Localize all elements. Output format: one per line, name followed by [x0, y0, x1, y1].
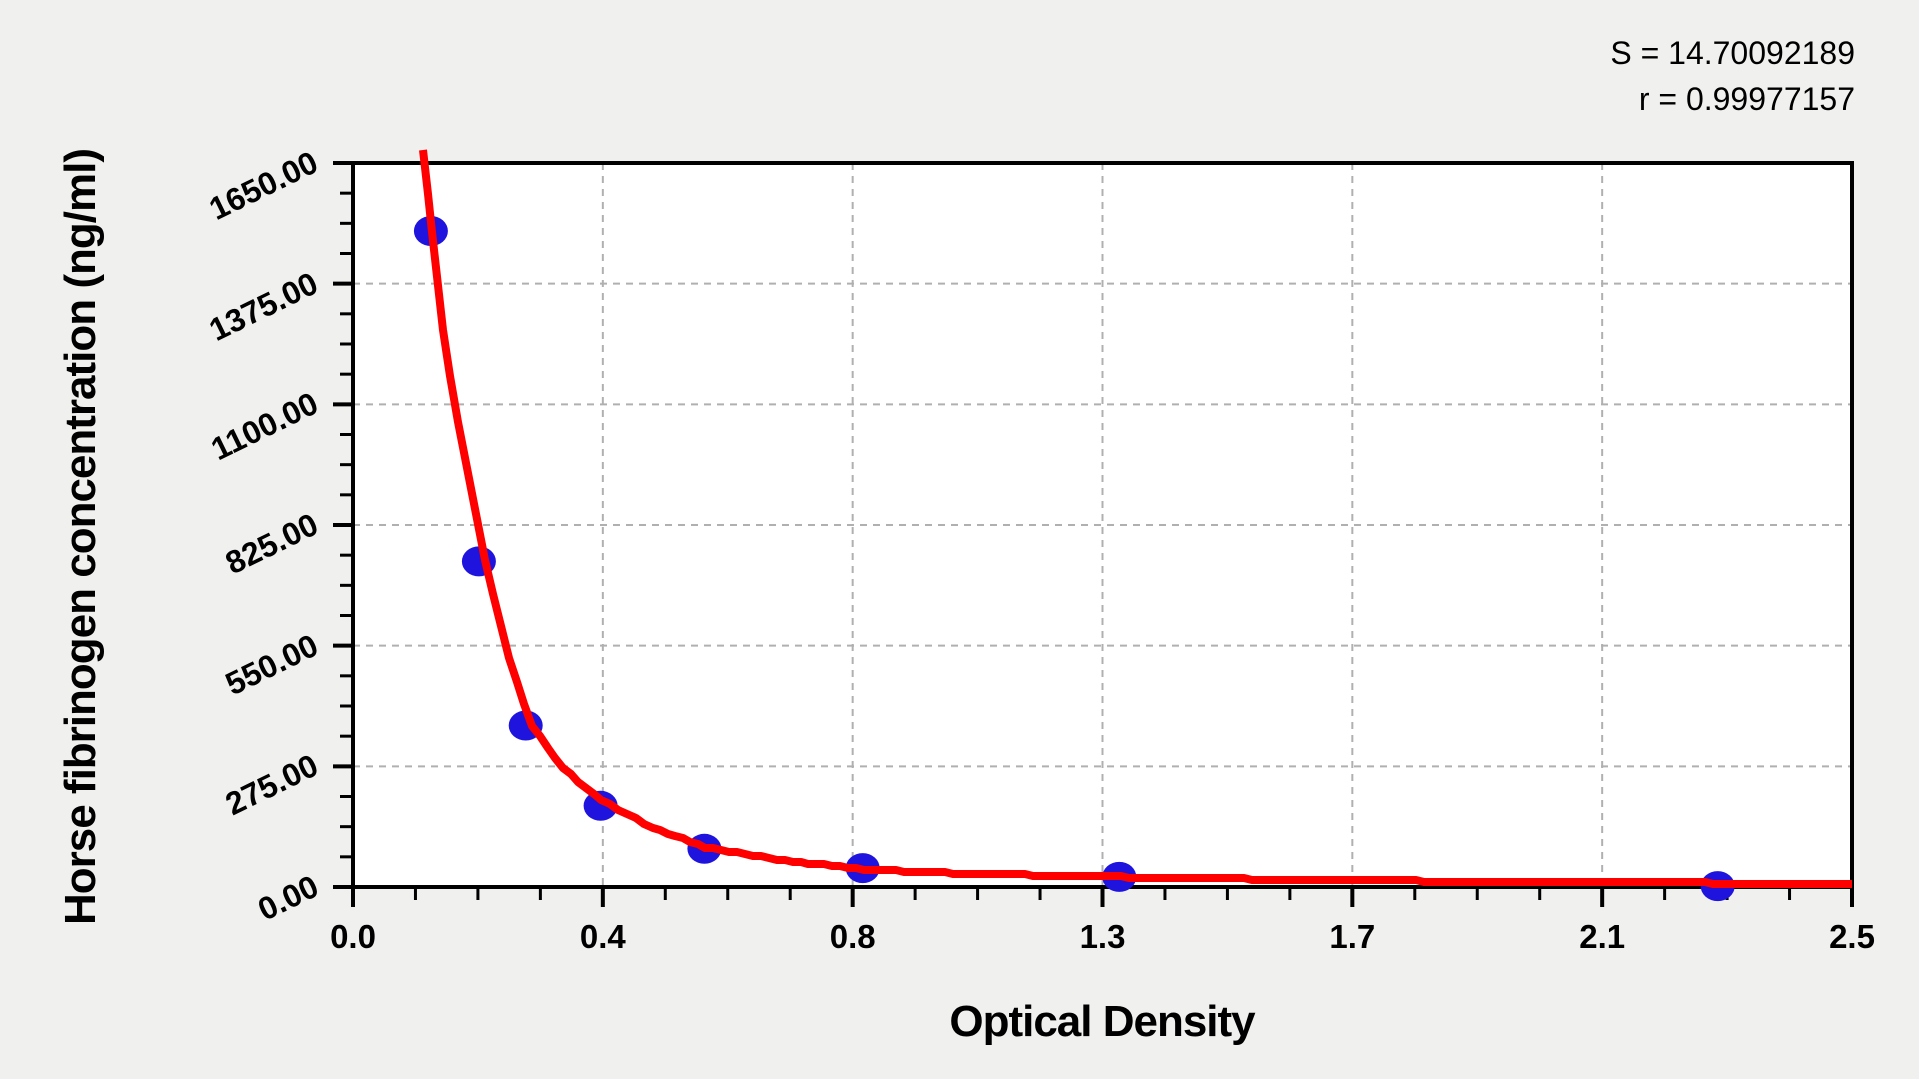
s-value-text: S = 14.70092189 — [1610, 35, 1855, 71]
x-axis-title: Optical Density — [949, 997, 1255, 1046]
x-tick-label: 0.8 — [829, 918, 876, 955]
data-point — [583, 790, 618, 821]
fit-curve-path — [419, 149, 1852, 888]
x-tick-label: 2.5 — [1829, 918, 1875, 955]
plot-border — [351, 161, 1854, 889]
fit-statistics: S = 14.70092189 r = 0.99977157 — [1610, 30, 1855, 122]
r-value-text: r = 0.99977157 — [1638, 81, 1855, 117]
x-tick-label: 1.7 — [1329, 918, 1376, 955]
x-tick-label: 1.3 — [1079, 918, 1126, 955]
x-tick-label: 0.0 — [330, 918, 376, 955]
x-tick-label: 2.1 — [1579, 918, 1626, 955]
x-tick-label: 0.4 — [579, 918, 626, 955]
